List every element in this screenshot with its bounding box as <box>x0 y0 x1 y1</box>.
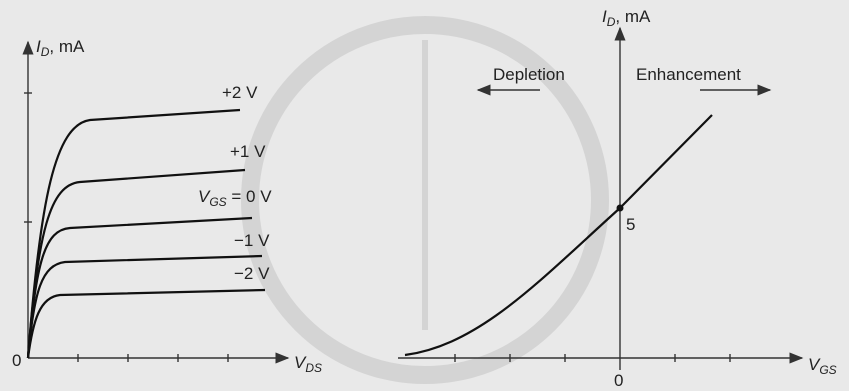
y-marker-label: 5 <box>626 215 635 234</box>
value: = 0 V <box>227 187 273 206</box>
subscript: DS <box>305 361 322 375</box>
x-axis-label: VGS <box>808 355 837 377</box>
subscript: D <box>41 45 50 59</box>
ticks <box>24 92 229 362</box>
unit: , mA <box>49 37 85 56</box>
y-axis-label: ID, mA <box>602 7 651 29</box>
curve-label: +1 V <box>230 142 266 161</box>
curve <box>404 114 713 357</box>
ticks <box>454 354 731 362</box>
left-plot: ID, mA 0 VDS +2 V +1 V VGS = 0 V −1 V −2… <box>12 37 322 375</box>
curve-label: −2 V <box>234 264 270 283</box>
origin-label: 0 <box>12 351 21 370</box>
y-axis-label: ID, mA <box>36 37 85 59</box>
region-label: Depletion <box>493 65 565 84</box>
right-plot: ID, mA Depletion Enhancement 5 0 VGS <box>398 7 837 390</box>
symbol: I <box>602 7 607 26</box>
curve-label: +2 V <box>222 83 258 102</box>
point <box>616 204 624 212</box>
unit: , mA <box>615 7 651 26</box>
curve <box>26 288 266 359</box>
region-label: Enhancement <box>636 65 741 84</box>
symbol: V <box>808 355 821 374</box>
symbol: V <box>198 187 211 206</box>
x-axis-label: VDS <box>294 353 322 375</box>
watermark <box>241 16 609 384</box>
subscript: D <box>607 15 616 29</box>
curve-label: −1 V <box>234 231 270 250</box>
subscript: GS <box>819 363 836 377</box>
subscript: GS <box>209 195 226 209</box>
curve <box>26 254 263 359</box>
origin-label: 0 <box>614 371 623 390</box>
symbol: I <box>36 37 41 56</box>
curve-label: VGS = 0 V <box>198 187 272 209</box>
symbol: V <box>294 353 307 372</box>
